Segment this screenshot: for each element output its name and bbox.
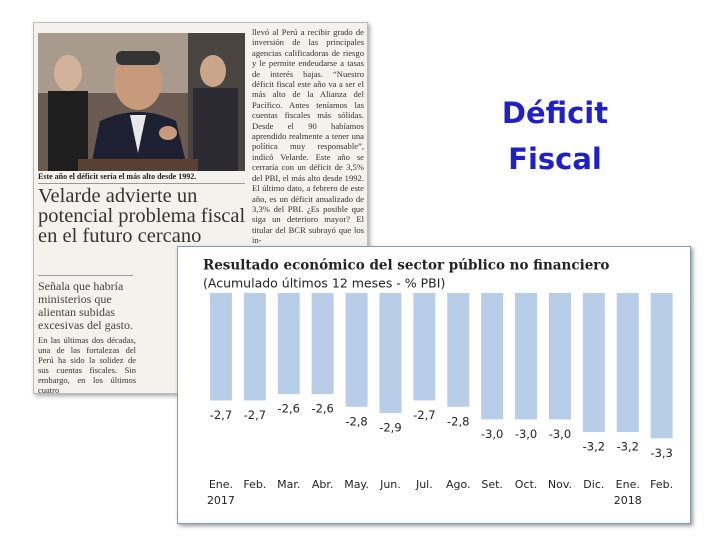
chart-subtitle: (Acumulado últimos 12 meses - % PBI): [203, 276, 445, 291]
photo-caption: Este año el déficit sería el más alto de…: [38, 172, 245, 184]
x-tick-label: Jun.: [380, 478, 401, 491]
bar: [243, 293, 266, 401]
value-label: -2,6: [278, 402, 300, 416]
bar: [515, 293, 538, 420]
value-label: -3,0: [549, 427, 571, 441]
article-column: llevó al Perú a recibir grado de inversi…: [252, 27, 364, 246]
value-label: -3,2: [617, 440, 639, 454]
newspaper-clipping: Este año el déficit sería el más alto de…: [33, 22, 368, 394]
value-label: -3,0: [515, 427, 537, 441]
bar: [209, 293, 232, 401]
slide-title: Déficit Fiscal: [470, 90, 640, 182]
x-tick-label: Ago.: [445, 478, 471, 491]
chart-canvas: Resultado económico del sector público n…: [203, 258, 673, 460]
chart-title: Resultado económico del sector público n…: [203, 258, 609, 274]
x-tick-label: Dic.: [583, 478, 605, 491]
value-label: -2,7: [210, 408, 232, 422]
value-label: -2,6: [311, 402, 333, 416]
bar: [481, 293, 504, 420]
x-tick-label: Set.: [481, 478, 503, 491]
title-line: Déficit: [501, 96, 609, 130]
x-tick-label: Mar.: [277, 478, 301, 491]
bar: [379, 293, 402, 414]
value-label: -2,8: [447, 414, 469, 428]
subhead: Señala que habría ministerios que alient…: [38, 275, 133, 332]
bar: [447, 293, 470, 407]
x-tick-label: Ene. 2018: [613, 478, 642, 507]
x-tick-label: Abr.: [311, 478, 334, 491]
bar: [650, 293, 673, 439]
lead-paragraph: En las últimas dos décadas, una de las f…: [38, 335, 136, 394]
x-tick-label: Ene. 2017: [206, 478, 235, 507]
x-tick-label: Oct.: [514, 478, 538, 491]
value-label: -3,0: [481, 427, 503, 441]
value-label: -2,9: [379, 421, 401, 435]
value-label: -3,2: [583, 440, 605, 454]
value-label: -2,7: [413, 408, 435, 422]
bar: [616, 293, 639, 433]
value-label: -2,8: [345, 414, 367, 428]
bar: [413, 293, 436, 401]
x-tick-label: Jul.: [415, 478, 433, 491]
chart: Resultado económico del sector público n…: [177, 246, 691, 524]
bar: [582, 293, 605, 433]
bar: [277, 293, 300, 395]
x-tick-label: May.: [344, 478, 369, 491]
value-label: -3,3: [650, 446, 672, 460]
x-tick-label: Nov.: [547, 478, 572, 491]
bar: [548, 293, 571, 420]
headline: Velarde advierte un potencial problema f…: [38, 185, 246, 247]
bar: [311, 293, 334, 395]
x-tick-label: Feb.: [243, 478, 267, 491]
title-line: Fiscal: [508, 142, 602, 176]
photo: [38, 33, 245, 171]
value-label: -2,7: [244, 408, 266, 422]
x-tick-label: Feb.: [650, 478, 674, 491]
bar: [345, 293, 368, 407]
